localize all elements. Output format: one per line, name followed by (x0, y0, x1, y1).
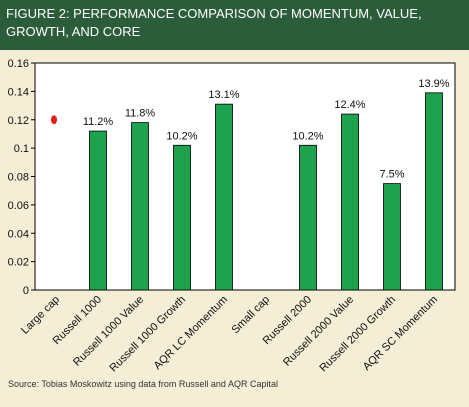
y-tick-label: 0.12 (8, 115, 29, 127)
bar (89, 130, 107, 291)
value-label: 11.2% (83, 116, 114, 128)
header-band: FIGURE 2: PERFORMANCE COMPARISON OF MOME… (0, 0, 469, 50)
bar (425, 92, 443, 291)
x-tick-label: Small cap (229, 294, 272, 337)
y-tick-label: 0.02 (8, 257, 29, 269)
y-tick-label: 0.14 (8, 86, 29, 98)
bar (173, 144, 191, 291)
value-label: 7.5% (379, 169, 404, 181)
value-label: 10.2% (166, 130, 197, 142)
y-tick-label: 0.04 (8, 228, 29, 240)
x-tick-label: Russell 2000 Growth (317, 294, 398, 375)
value-label: 13.1% (208, 89, 239, 101)
bar (341, 113, 359, 291)
y-tick-label: 0.08 (8, 172, 29, 184)
bar (299, 144, 317, 291)
bar (215, 103, 233, 291)
marker (51, 115, 57, 125)
value-label: 11.8% (125, 108, 156, 120)
value-label: 10.2% (292, 130, 323, 142)
chart-title: FIGURE 2: PERFORMANCE COMPARISON OF MOME… (6, 6, 422, 39)
x-tick-label: AQR SC Momentum (361, 294, 440, 373)
bar (131, 122, 149, 291)
y-tick-label: 0.1 (14, 143, 29, 155)
source-note: Source: Tobias Moskowitz using data from… (8, 379, 278, 389)
y-tick-label: 0.16 (8, 58, 29, 70)
value-label: 13.9% (418, 78, 449, 90)
bar (383, 183, 401, 291)
x-tick-label: AQR LC Momentum (152, 294, 231, 373)
value-label: 12.4% (334, 99, 365, 111)
x-tick-label: Large cap (19, 294, 62, 337)
y-tick-label: 0 (23, 285, 29, 297)
y-tick-label: 0.06 (8, 200, 29, 212)
x-tick-label: Russell 2000 Value (281, 294, 356, 369)
x-tick-label: Russell 1000 Value (71, 294, 146, 369)
x-tick-label: Russell 1000 Growth (107, 294, 188, 375)
